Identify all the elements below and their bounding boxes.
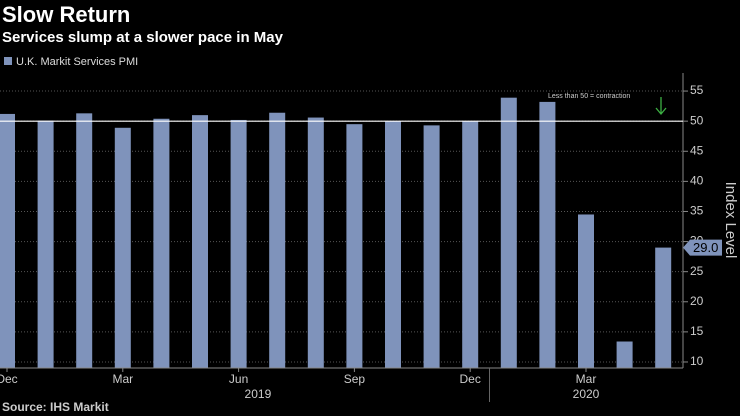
bar [346,124,363,369]
x-tick-label: Mar [112,372,133,386]
chart-title: Slow Return [2,2,130,27]
chart-subtitle: Services slump at a slower pace in May [2,29,284,46]
plot-area [0,90,683,369]
bar [539,101,556,369]
value-label: 29.0 [693,240,718,255]
bar [423,125,440,368]
bar [385,121,401,368]
bar [153,118,170,369]
source: Source: IHS Markit [2,400,109,414]
bar [500,97,517,369]
bar [37,120,54,369]
x-tick-label: Mar [576,372,597,386]
legend-swatch [4,57,12,65]
y-axis-label: Index Level [722,182,739,259]
x-tick-label: Jun [229,372,248,386]
bar [0,113,15,368]
bar [269,112,286,368]
bar [616,341,633,368]
bar [76,113,93,368]
annotation-arrow [655,97,667,116]
bar [462,121,479,368]
bar [114,127,131,369]
value-label-tag [683,239,722,256]
y-tick-label: 20 [690,294,704,308]
legend-label: U.K. Markit Services PMI [16,56,138,68]
y-tick-label: 50 [690,113,704,127]
bar [230,119,247,368]
x-tick-label: Dec [0,372,18,386]
y-tick-label: 15 [690,324,704,338]
bar [578,214,594,368]
bar [307,117,324,368]
bar [192,115,208,369]
y-tick-label: 10 [690,354,704,368]
y-tick-label: 45 [690,143,704,157]
y-tick-label: 40 [690,174,704,188]
x-year-label: 2019 [245,387,272,401]
x-tick-label: Dec [460,372,481,386]
x-tick-label: Sep [344,372,366,386]
y-tick-label: 35 [690,204,704,218]
x-year-label: 2020 [573,387,600,401]
y-tick-label: 55 [690,83,704,97]
reference-label: Less than 50 = contraction [548,93,630,100]
y-tick-label: 25 [690,264,704,278]
bar [655,247,672,368]
